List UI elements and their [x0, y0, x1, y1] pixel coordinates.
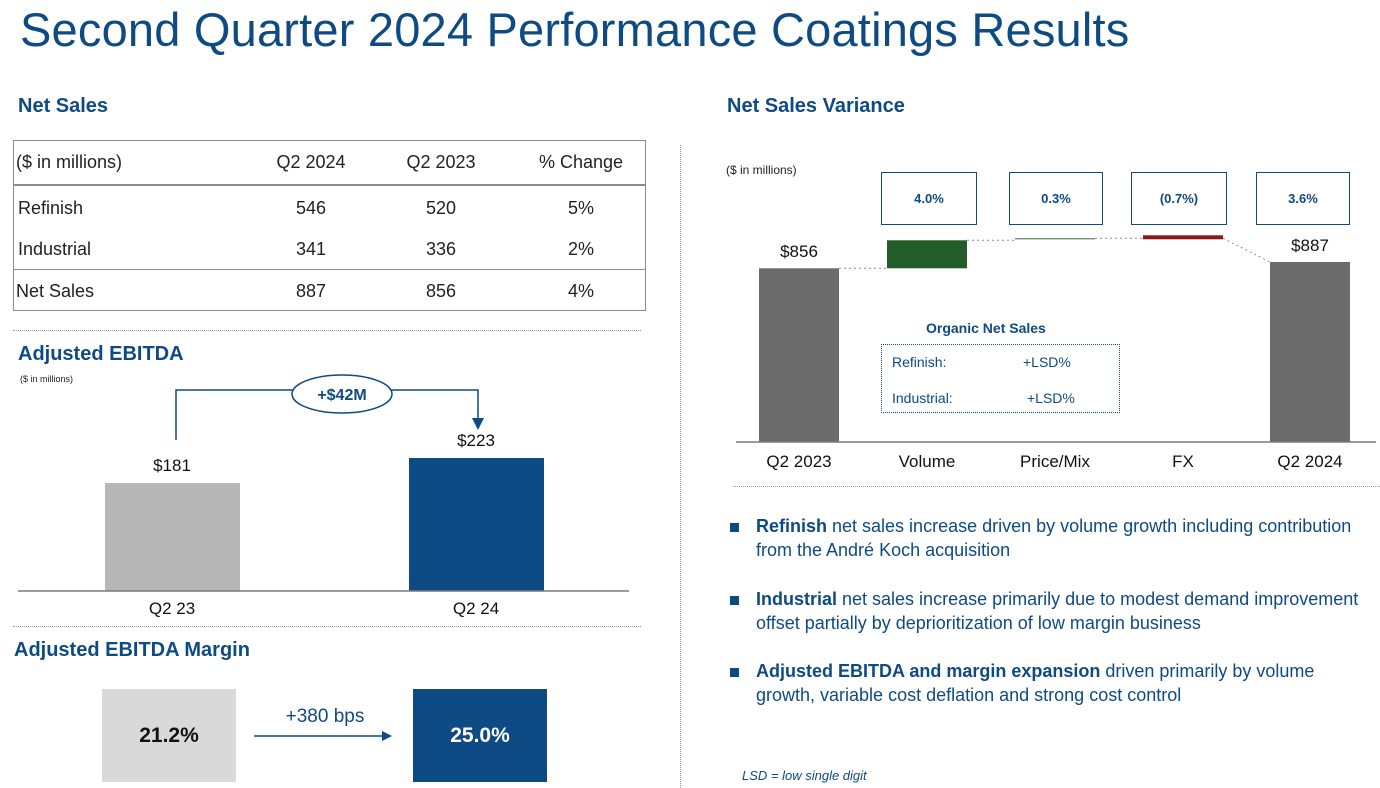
- ebitda-change-arrow: [384, 389, 484, 430]
- ebitda-change-connector: [175, 389, 300, 440]
- net-sales-heading: Net Sales: [18, 95, 109, 117]
- bullet-icon: [730, 596, 739, 605]
- ebitda-change-ellipse: [291, 374, 393, 414]
- divider: [13, 626, 641, 627]
- ebitda-value-label: $223: [457, 431, 495, 450]
- table-row-net-sales-label: Net Sales: [16, 281, 95, 301]
- variance-bar-price-mix: [1015, 238, 1095, 240]
- ebitda-bar-q2-24: [409, 458, 544, 591]
- margin-from-box: 21.2%: [102, 689, 236, 782]
- footnote: LSD = low single digit: [742, 768, 867, 783]
- table-cell: 341: [295, 239, 327, 259]
- table-cell: 887: [295, 281, 327, 301]
- ebitda-change-label: +$42M: [317, 387, 366, 404]
- variance-pct-box: 0.3%: [1009, 172, 1103, 225]
- table-header-q2-2024: Q2 2024: [276, 152, 346, 172]
- bullet-icon: [730, 668, 739, 677]
- ebitda-category-label: Q2 23: [148, 599, 196, 618]
- variance-bar-fx: [1143, 235, 1223, 240]
- bullet-icon: [730, 523, 739, 532]
- variance-category-label: Volume: [898, 452, 956, 471]
- variance-connector-line: [1222, 237, 1271, 263]
- variance-units: ($ in millions): [726, 163, 797, 177]
- variance-end-label: $887: [1291, 236, 1329, 255]
- table-cell: 546: [295, 198, 327, 218]
- divider: [680, 145, 681, 788]
- table-row-refinish-label: Refinish: [18, 198, 84, 218]
- variance-category-label: FX: [1172, 452, 1194, 471]
- organic-refinish-label: Refinish:: [892, 354, 947, 370]
- bullet-refinish: Refinish net sales increase driven by vo…: [756, 516, 1352, 560]
- variance-heading: Net Sales Variance: [727, 95, 905, 117]
- organic-industrial-value: +LSD%: [1027, 390, 1075, 406]
- organic-box: Refinish: +LSD% Industrial: +LSD%: [881, 344, 1120, 413]
- organic-refinish-value: +LSD%: [1023, 354, 1071, 370]
- bullet-industrial: Industrial net sales increase primarily …: [756, 589, 1359, 633]
- variance-pct-box: (0.7%): [1131, 172, 1227, 225]
- variance-pct-box: 4.0%: [881, 172, 977, 225]
- organic-industrial-label: Industrial:: [892, 390, 953, 406]
- margin-arrow-icon: [254, 731, 392, 741]
- variance-category-label: Q2 2023: [766, 452, 832, 471]
- table-header-pct-change: % Change: [538, 152, 624, 172]
- table-row-industrial-label: Industrial: [18, 239, 92, 259]
- variance-bar-q2-2024: [1270, 262, 1350, 442]
- table-cell: 520: [425, 198, 457, 218]
- bullet-ebitda: Adjusted EBITDA and margin expansion dri…: [756, 661, 1315, 705]
- variance-category-label: Q2 2024: [1277, 452, 1343, 471]
- ebitda-margin-heading: Adjusted EBITDA Margin: [14, 639, 250, 661]
- margin-change-label: +380 bps: [285, 706, 365, 727]
- variance-category-label: Price/Mix: [1020, 452, 1090, 471]
- ebitda-chart: +$42M: [18, 374, 629, 592]
- variance-pct-box: 3.6%: [1256, 172, 1350, 225]
- table-cell: 5%: [567, 198, 595, 218]
- table-cell: 336: [425, 239, 457, 259]
- table-cell: 4%: [567, 281, 595, 301]
- net-sales-table: ($ in millions) Q2 2024 Q2 2023 % Change…: [13, 140, 646, 311]
- variance-start-label: $856: [780, 242, 818, 262]
- table-cell: 2%: [567, 239, 595, 259]
- divider: [13, 330, 641, 331]
- organic-title: Organic Net Sales: [926, 320, 1046, 336]
- table-header-units: ($ in millions): [16, 152, 123, 172]
- ebitda-heading: Adjusted EBITDA: [18, 343, 184, 365]
- table-header-q2-2023: Q2 2023: [406, 152, 476, 172]
- variance-bar-q2-2023: [759, 268, 839, 442]
- table-cell: 856: [425, 281, 457, 301]
- ebitda-units: ($ in millions): [20, 374, 74, 384]
- ebitda-value-label: $181: [153, 456, 191, 476]
- margin-to-box: 25.0%: [413, 689, 547, 782]
- ebitda-category-label: Q2 24: [452, 599, 500, 618]
- ebitda-bar-q2-23: [105, 483, 240, 591]
- variance-bar-volume: [887, 240, 967, 269]
- divider: [733, 486, 1380, 487]
- page-title: Second Quarter 2024 Performance Coatings…: [20, 3, 1130, 56]
